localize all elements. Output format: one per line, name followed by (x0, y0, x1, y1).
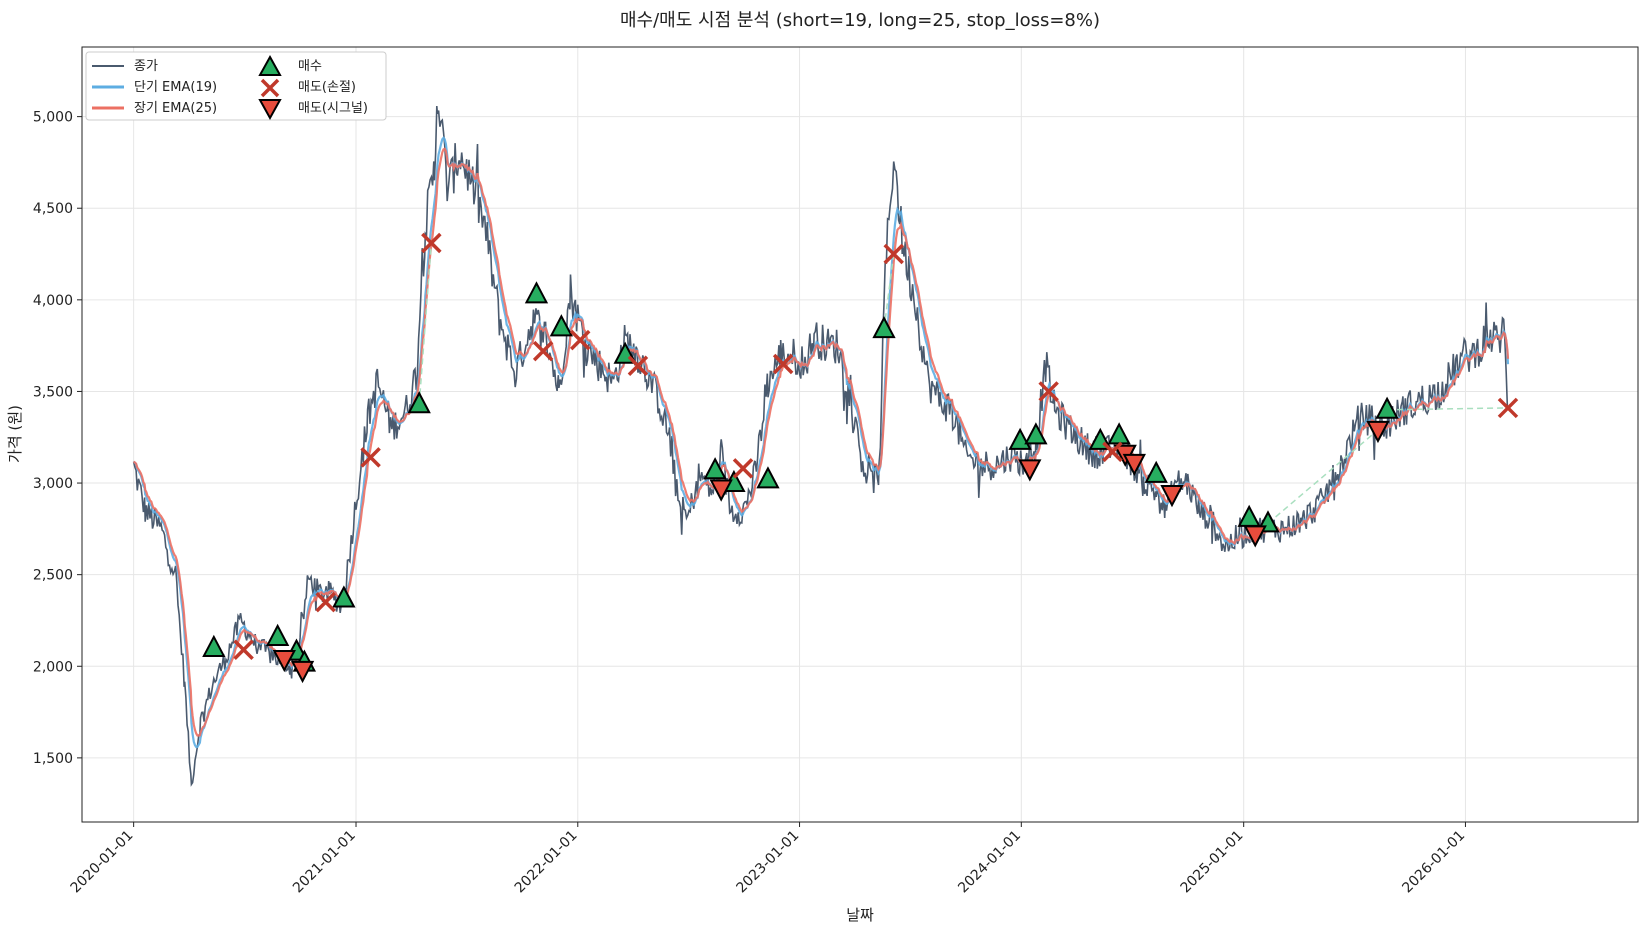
y-tick-label: 4,000 (33, 293, 73, 309)
y-tick-label: 5,000 (33, 110, 73, 126)
y-tick-label: 4,500 (33, 201, 73, 217)
legend-buy-label: 매수 (298, 59, 322, 74)
sell-signal-marker (1018, 459, 1042, 482)
buy-marker (202, 634, 226, 657)
trade-link-line (883, 253, 895, 330)
buy-marker (1237, 504, 1261, 527)
x-tick-label: 2020-01-01 (68, 828, 137, 897)
y-axis-title: 가격 (원) (6, 405, 24, 463)
ema-short-line (132, 136, 1510, 749)
x-axis-title: 날짜 (846, 906, 874, 924)
legend-box (85, 51, 387, 121)
sell-stop-marker (772, 353, 794, 375)
sell-signal-marker (1243, 525, 1267, 548)
sell-signal-marker (1122, 453, 1146, 477)
sell-stop-marker (233, 639, 254, 661)
sell-stop-marker (1497, 397, 1519, 419)
legend-ema-short-label: 단기 EMA(19) (134, 80, 217, 95)
sell-stop-marker (1038, 381, 1059, 402)
buy-marker (756, 466, 780, 489)
x-tick-label: 2025-01-01 (1178, 828, 1247, 897)
buy-marker (524, 281, 549, 304)
trade-link-line (418, 242, 433, 405)
y-tick-label: 2,000 (33, 659, 73, 675)
buy-marker (1107, 422, 1131, 445)
x-tick-label: 2022-01-01 (512, 828, 581, 897)
sell-stop-marker (883, 243, 904, 265)
sell-signal-marker (1160, 485, 1184, 508)
x-tick-label: 2021-01-01 (290, 828, 359, 897)
sell-stop-marker (732, 458, 754, 479)
legend-close-label: 종가 (134, 59, 158, 74)
sell-stop-marker (532, 340, 554, 362)
sell-signal-marker (709, 479, 733, 502)
plot-frame (81, 46, 1639, 823)
sell-stop-marker (421, 232, 442, 254)
sell-stop-marker (1102, 441, 1123, 463)
y-tick-label: 3,000 (33, 476, 73, 492)
ema-long-line (133, 147, 1510, 737)
sell-signal-marker (1366, 420, 1390, 444)
legend-sell-stop-marker (260, 78, 280, 98)
sell-stop-marker (315, 591, 336, 613)
legend-sell-signal-label: 매도(시그널) (298, 101, 368, 116)
legend-ema-long-label: 장기 EMA(25) (134, 101, 217, 116)
y-tick-label: 3,500 (33, 384, 73, 400)
legend: 종가 단기 EMA(19) 장기 EMA(25) 매수 매도(손절) 매도(시그… (85, 51, 387, 121)
buy-marker (1375, 396, 1399, 419)
buy-marker (1144, 460, 1168, 483)
buy-marker (265, 623, 290, 646)
buy-marker (1024, 422, 1048, 445)
sell-stop-marker (569, 329, 591, 351)
x-tick-label: 2023-01-01 (734, 828, 803, 897)
trade-link-line (1267, 429, 1379, 524)
buy-marker (549, 314, 574, 337)
sell-signal-marker (290, 660, 315, 684)
buy-marker (332, 585, 356, 608)
sell-signal-marker (272, 649, 296, 673)
x-tick-label: 2024-01-01 (955, 828, 1024, 897)
trade-link-line (1387, 407, 1508, 411)
chart-title: 매수/매도 시점 분석 (short=19, long=25, stop_los… (620, 10, 1100, 31)
buy-marker (872, 316, 896, 339)
x-tick-label: 2026-01-01 (1399, 828, 1468, 897)
y-tick-label: 2,500 (33, 568, 73, 584)
legend-sell-signal-marker (258, 99, 282, 121)
buy-marker (703, 457, 727, 480)
sell-stop-marker (360, 447, 381, 468)
sell-stop-marker (627, 355, 649, 377)
grid-layer (82, 47, 1638, 822)
plot-area (81, 46, 1639, 823)
legend-buy-marker (258, 54, 282, 76)
y-tick-label: 1,500 (33, 751, 73, 767)
legend-sell-stop-label: 매도(손절) (298, 80, 356, 95)
buy-marker (407, 391, 431, 414)
